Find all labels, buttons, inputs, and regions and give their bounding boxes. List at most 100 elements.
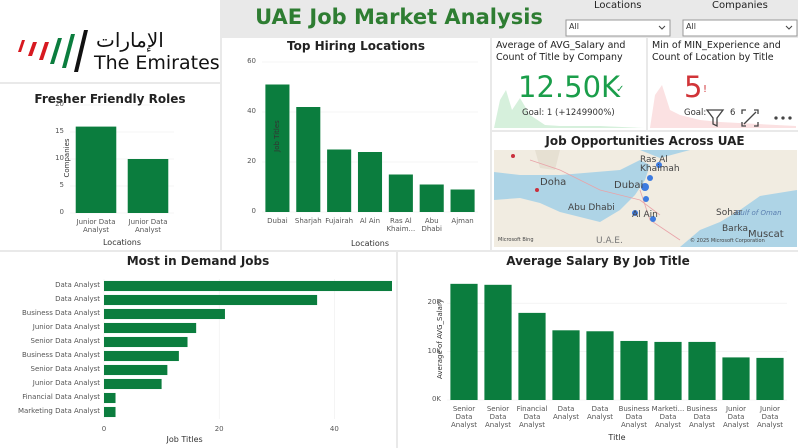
x-tick-label: Marketi... Data Analyst bbox=[651, 405, 685, 429]
y-tick-label: Senior Data Analyst bbox=[30, 337, 100, 345]
x-tick-label: Junior Data Analyst bbox=[723, 405, 749, 429]
map-attribution: © 2025 Microsoft Corporation bbox=[690, 238, 765, 244]
card-status-icon: ✓ bbox=[616, 84, 625, 95]
y-tick-label: Junior Data Analyst bbox=[32, 323, 100, 331]
y-tick-label: 0K bbox=[431, 395, 441, 403]
bar bbox=[552, 330, 580, 400]
map-label: Abu Dhabi bbox=[568, 203, 615, 213]
chart-title: Most in Demand Jobs bbox=[126, 254, 270, 268]
slicer-boxes[interactable] bbox=[565, 19, 798, 37]
y-tick-label: 5 bbox=[59, 181, 64, 189]
visual-header-icons[interactable] bbox=[705, 109, 792, 128]
y-tick-label: Financial Data Analyst bbox=[22, 393, 100, 401]
x-tick-label: Al Ain bbox=[359, 217, 381, 225]
x-tick-label: Financial Data Analyst bbox=[516, 405, 548, 429]
bar bbox=[654, 341, 682, 400]
y-tick-label: 20 bbox=[55, 100, 64, 108]
bar bbox=[419, 184, 444, 212]
y-tick-label: Senior Data Analyst bbox=[30, 365, 100, 373]
bar bbox=[388, 174, 413, 212]
map-label: Sohar bbox=[716, 208, 743, 218]
y-tick-label: Business Data Analyst bbox=[21, 351, 100, 359]
bar bbox=[104, 406, 116, 418]
x-tick-label: Ras Al Khaim... bbox=[386, 217, 416, 233]
chart-title: Fresher Friendly Roles bbox=[34, 92, 186, 106]
slicer-label: Companies bbox=[712, 0, 768, 11]
bar bbox=[450, 283, 478, 400]
y-tick-label: 10K bbox=[427, 346, 442, 355]
bar bbox=[104, 280, 392, 292]
x-tick-label: Abu Dhabi bbox=[421, 217, 442, 233]
y-tick-label: Business Data Analyst bbox=[21, 309, 100, 317]
bar bbox=[104, 294, 318, 306]
x-tick-label: Junior Data Analyst bbox=[757, 405, 783, 429]
logo-arabic: الإمارات bbox=[96, 28, 164, 52]
bar bbox=[357, 152, 383, 212]
y-tick-label: Marketing Data Analyst bbox=[17, 407, 100, 415]
x-tick-label: Fujairah bbox=[325, 217, 354, 225]
map-label: Al Ain bbox=[632, 210, 658, 220]
y-tick-label: Data Analyst bbox=[55, 281, 100, 289]
y-tick-label: 60 bbox=[247, 57, 256, 65]
card-value: 5 bbox=[684, 70, 703, 104]
x-tick-label: Data Analyst bbox=[587, 405, 613, 421]
x-axis-label: Job Titles bbox=[166, 435, 203, 444]
card-value: 12.50K bbox=[518, 70, 621, 104]
bar bbox=[127, 159, 169, 213]
card-sparkline bbox=[494, 85, 796, 128]
x-tick-label: Business Data Analyst bbox=[618, 405, 650, 429]
x-tick-label: Business Data Analyst bbox=[686, 405, 718, 429]
bar bbox=[104, 392, 116, 404]
y-axis-label: Companies bbox=[63, 138, 71, 178]
bar bbox=[104, 364, 168, 376]
map-label: Gulf of Oman bbox=[735, 209, 782, 217]
dashboard-title: UAE Job Market Analysis bbox=[255, 5, 543, 29]
bar bbox=[104, 350, 179, 362]
bar bbox=[518, 312, 546, 400]
bar bbox=[586, 331, 614, 400]
bar bbox=[688, 341, 716, 400]
y-tick-label: Data Analyst bbox=[55, 295, 100, 303]
slicer-value[interactable]: All bbox=[686, 22, 696, 31]
y-tick-label: 0 bbox=[59, 208, 64, 216]
chart-title: Average Salary By Job Title bbox=[506, 254, 690, 268]
y-tick-label: 20 bbox=[247, 157, 256, 165]
card-goal-tail: 6 bbox=[730, 108, 736, 118]
x-tick-label: Senior Data Analyst bbox=[451, 405, 477, 429]
bar bbox=[620, 340, 648, 400]
x-axis-label: Locations bbox=[350, 239, 389, 248]
card-goal: Goal: bbox=[684, 108, 707, 118]
card-title: Average of AVG_Salary and Count of Title… bbox=[496, 40, 626, 63]
bar bbox=[450, 189, 475, 212]
map-label: Barka bbox=[722, 224, 748, 234]
x-tick-label: 0 bbox=[101, 425, 107, 433]
x-tick-label: Junior Data Analyst bbox=[76, 218, 116, 234]
bar bbox=[104, 322, 197, 334]
x-axis-label: Title bbox=[608, 433, 626, 442]
bar bbox=[104, 336, 188, 348]
y-tick-label: 40 bbox=[247, 107, 256, 115]
x-tick-label: Data Analyst bbox=[553, 405, 579, 421]
y-tick-label: 10 bbox=[55, 154, 64, 162]
x-axis-label: Locations bbox=[102, 238, 141, 247]
card-goal: Goal: 1 (+1249900%) bbox=[522, 108, 615, 118]
map-label: Dubai bbox=[614, 180, 644, 191]
logo-mark bbox=[18, 30, 88, 72]
x-tick-label: Junior Data Analyst bbox=[128, 218, 168, 234]
x-tick-label: Sharjah bbox=[294, 217, 322, 225]
x-tick-label: 40 bbox=[329, 425, 339, 433]
map-label: Doha bbox=[540, 177, 567, 188]
card-status-icon: ! bbox=[703, 84, 708, 95]
map-label: U.A.E. bbox=[596, 236, 623, 246]
x-tick-label: 20 bbox=[214, 425, 224, 433]
map-label: Muscat bbox=[748, 229, 784, 240]
bar bbox=[722, 357, 750, 400]
bar bbox=[75, 126, 117, 213]
chart-title: Top Hiring Locations bbox=[287, 39, 425, 53]
y-tick-label: 0 bbox=[251, 207, 256, 215]
y-axis-label: Job Titles bbox=[273, 120, 281, 152]
bar bbox=[104, 378, 162, 390]
slicer-value[interactable]: All bbox=[569, 22, 579, 31]
